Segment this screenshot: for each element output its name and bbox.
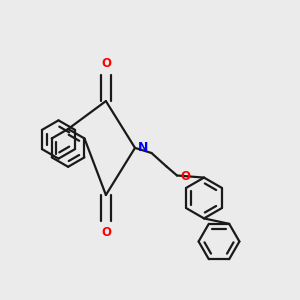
Text: O: O [102,226,112,239]
Text: N: N [137,141,148,154]
Text: O: O [180,170,190,184]
Text: O: O [102,57,112,70]
